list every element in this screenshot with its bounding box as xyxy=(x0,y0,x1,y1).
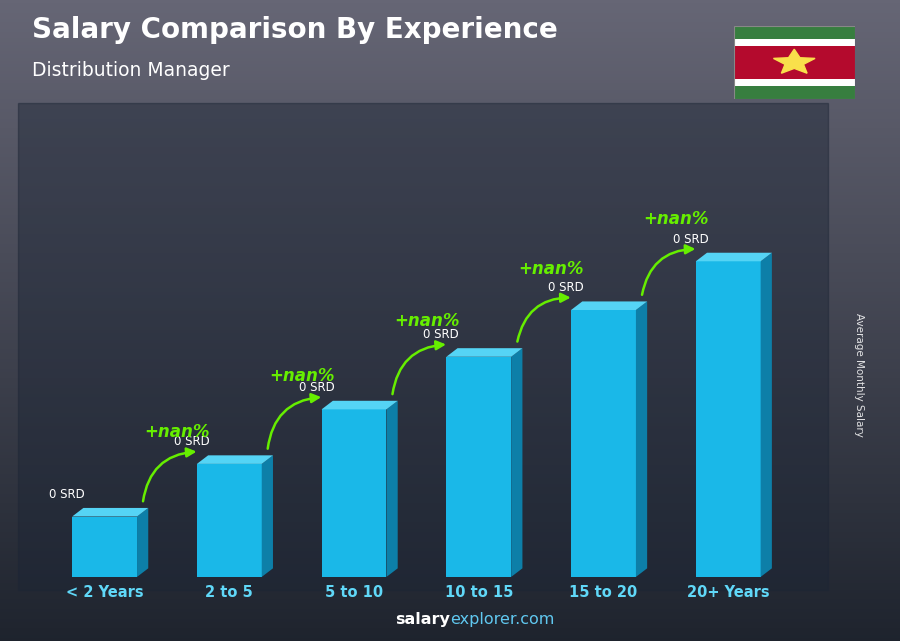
Text: Average Monthly Salary: Average Monthly Salary xyxy=(854,313,865,437)
Text: 0 SRD: 0 SRD xyxy=(174,435,210,448)
Polygon shape xyxy=(197,455,273,464)
Text: 0 SRD: 0 SRD xyxy=(424,328,459,341)
Polygon shape xyxy=(696,253,772,262)
Bar xyxy=(18,103,828,590)
Polygon shape xyxy=(137,508,148,577)
Bar xyxy=(572,310,636,577)
Bar xyxy=(72,517,137,577)
Text: Salary Comparison By Experience: Salary Comparison By Experience xyxy=(32,16,557,44)
Bar xyxy=(197,464,262,577)
Bar xyxy=(734,26,855,39)
Text: +nan%: +nan% xyxy=(518,260,584,278)
Bar xyxy=(446,357,511,577)
Polygon shape xyxy=(773,49,815,73)
Polygon shape xyxy=(760,253,772,577)
Polygon shape xyxy=(636,301,647,577)
Text: 0 SRD: 0 SRD xyxy=(548,281,584,294)
Bar xyxy=(734,46,855,79)
Text: 0 SRD: 0 SRD xyxy=(50,488,86,501)
Polygon shape xyxy=(446,348,522,357)
Text: +nan%: +nan% xyxy=(644,210,709,228)
Polygon shape xyxy=(262,455,273,577)
Bar xyxy=(696,262,760,577)
Bar xyxy=(734,79,855,86)
Polygon shape xyxy=(572,301,647,310)
Text: salary: salary xyxy=(395,612,450,627)
Text: +nan%: +nan% xyxy=(269,367,335,385)
Text: 0 SRD: 0 SRD xyxy=(673,233,708,246)
Polygon shape xyxy=(72,508,148,517)
Bar xyxy=(734,39,855,46)
Bar xyxy=(321,410,386,577)
Text: 0 SRD: 0 SRD xyxy=(299,381,335,394)
Text: Distribution Manager: Distribution Manager xyxy=(32,61,230,80)
Text: explorer.com: explorer.com xyxy=(450,612,554,627)
Text: +nan%: +nan% xyxy=(394,312,459,329)
Bar xyxy=(734,86,855,99)
Polygon shape xyxy=(386,401,398,577)
Polygon shape xyxy=(321,401,398,410)
Polygon shape xyxy=(511,348,522,577)
Text: +nan%: +nan% xyxy=(145,422,210,441)
